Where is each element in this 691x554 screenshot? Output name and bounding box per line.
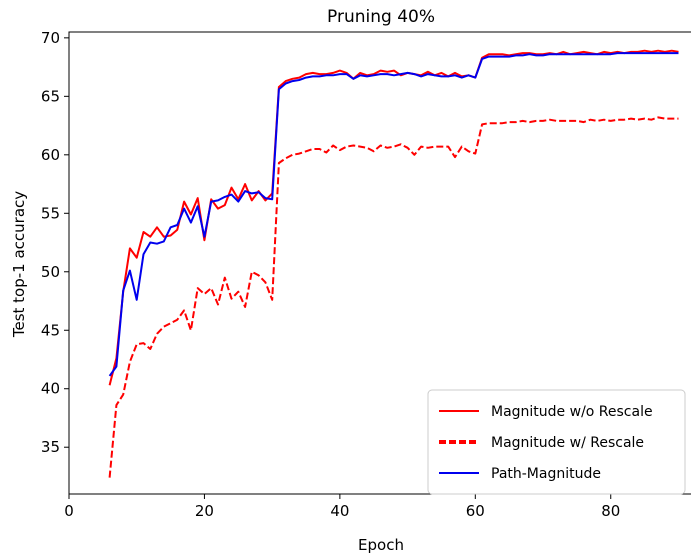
series-line-2	[108, 116, 679, 478]
series-line-3	[108, 52, 679, 377]
x-tick-label: 60	[466, 502, 485, 520]
x-tick-label: 80	[601, 502, 620, 520]
x-tick-label: 20	[195, 502, 214, 520]
legend-label-3: Path-Magnitude	[491, 466, 601, 482]
y-tick-label: 40	[41, 380, 60, 398]
plot-lines	[108, 49, 679, 478]
axis-ticks: 0 20 40 60 80 35 40 45 50 55 60 65 70	[41, 29, 620, 520]
y-tick-label: 55	[41, 204, 60, 222]
legend: Magnitude w/o Rescale Magnitude w/ Rescal…	[427, 389, 686, 495]
y-axis-label: Test top-1 accuracy	[10, 191, 28, 338]
legend-box	[427, 389, 686, 495]
x-tick-label: 0	[64, 502, 74, 520]
y-tick-label: 35	[41, 438, 60, 456]
y-tick-label: 60	[41, 146, 60, 164]
plot-area-frame	[68, 31, 691, 495]
y-tick-label: 65	[41, 87, 60, 105]
series-line-1	[108, 49, 679, 386]
legend-label-2: Magnitude w/ Rescale	[491, 435, 644, 451]
y-tick-label: 45	[41, 321, 60, 339]
y-tick-label: 70	[41, 29, 60, 47]
chart-title: Pruning 40%	[327, 7, 435, 27]
legend-label-1: Magnitude w/o Rescale	[491, 404, 653, 420]
y-tick-label: 50	[41, 263, 60, 281]
x-tick-label: 40	[330, 502, 349, 520]
x-axis-label: Epoch	[358, 536, 404, 554]
